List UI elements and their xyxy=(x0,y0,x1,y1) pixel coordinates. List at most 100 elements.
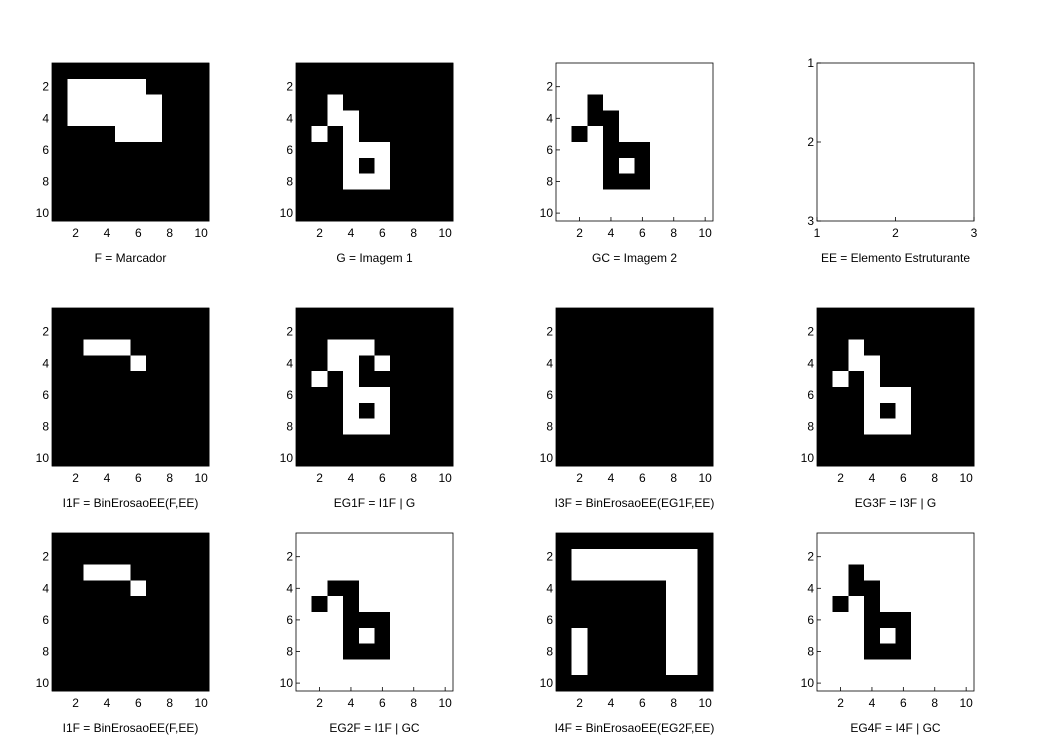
image-pixel xyxy=(634,173,651,190)
image-pixel xyxy=(856,102,936,182)
x-tick-label: 10 xyxy=(698,226,712,240)
image-pixel xyxy=(681,323,698,340)
x-tick-label: 6 xyxy=(639,696,646,710)
image-pixel xyxy=(571,612,588,629)
image-pixel xyxy=(114,371,131,388)
image-pixel xyxy=(958,308,975,325)
image-pixel xyxy=(634,78,651,95)
x-tick-label: 8 xyxy=(670,226,677,240)
image-pixel xyxy=(52,371,69,388)
image-pixel xyxy=(817,564,834,581)
x-tick-label: 10 xyxy=(438,471,452,485)
image-pixel xyxy=(665,659,682,676)
image-pixel xyxy=(634,371,651,388)
image-pixel xyxy=(571,189,588,206)
image-pixel xyxy=(832,580,849,597)
x-tick-label: 10 xyxy=(959,471,973,485)
image-pixel xyxy=(437,157,454,174)
image-pixel xyxy=(911,548,928,565)
image-pixel xyxy=(618,402,635,419)
image-pixel xyxy=(114,205,131,222)
image-pixel xyxy=(650,659,667,676)
y-tick-label: 2 xyxy=(807,135,814,149)
image-pixel xyxy=(879,564,896,581)
image-pixel xyxy=(556,548,573,565)
image-pixel xyxy=(832,548,849,565)
x-tick-label: 6 xyxy=(639,471,646,485)
image-pixel xyxy=(390,189,407,206)
image-pixel xyxy=(130,564,147,581)
image-pixel xyxy=(193,142,210,159)
y-tick-label: 6 xyxy=(546,143,553,157)
image-pixel xyxy=(296,371,313,388)
image-pixel xyxy=(681,533,698,550)
image-pixel xyxy=(343,402,360,419)
image-pixel xyxy=(390,564,407,581)
image-pixel xyxy=(177,643,194,660)
image-pixel xyxy=(437,339,454,356)
image-pixel xyxy=(681,308,698,325)
image-pixel xyxy=(311,126,328,143)
y-tick-label: 3 xyxy=(807,214,814,228)
subplot-title: EG1F = I1F | G xyxy=(334,496,415,510)
image-pixel xyxy=(437,323,454,340)
image-pixel xyxy=(327,659,344,676)
image-pixel xyxy=(193,387,210,404)
image-pixel xyxy=(603,142,620,159)
image-pixel xyxy=(681,63,698,80)
image-pixel xyxy=(832,371,849,388)
x-tick-label: 8 xyxy=(410,471,417,485)
image-pixel xyxy=(146,675,163,692)
image-pixel xyxy=(114,533,131,550)
image-pixel xyxy=(52,612,69,629)
image-pixel xyxy=(665,418,682,435)
image-pixel xyxy=(193,323,210,340)
image-pixel xyxy=(374,110,391,127)
image-pixel xyxy=(665,339,682,356)
axes-frame xyxy=(295,532,454,692)
x-tick-label: 4 xyxy=(608,696,615,710)
image-pixel xyxy=(618,371,635,388)
image-pixel xyxy=(114,173,131,190)
image-pixel xyxy=(327,434,344,451)
image-pixel xyxy=(99,659,116,676)
image-pixel xyxy=(618,643,635,660)
image-pixel xyxy=(83,142,100,159)
image-pixel xyxy=(587,659,604,676)
image-pixel xyxy=(67,110,84,127)
image-pixel xyxy=(848,450,865,467)
image-pixel xyxy=(193,418,210,435)
image-pixel xyxy=(817,434,834,451)
y-tick-label: 2 xyxy=(286,550,293,564)
image-pixel xyxy=(587,548,604,565)
image-pixel xyxy=(99,157,116,174)
image-pixel xyxy=(83,627,100,644)
image-pixel xyxy=(603,402,620,419)
y-tick-label: 6 xyxy=(286,388,293,402)
image-pixel xyxy=(193,157,210,174)
image-pixel xyxy=(67,659,84,676)
image-pixel xyxy=(848,643,865,660)
image-pixel xyxy=(177,339,194,356)
image-pixel xyxy=(681,355,698,372)
image-pixel xyxy=(650,402,667,419)
image-pixel xyxy=(296,157,313,174)
image-pixel xyxy=(650,580,667,597)
y-tick-label: 2 xyxy=(42,80,49,94)
image-pixel xyxy=(327,596,344,613)
image-pixel xyxy=(587,450,604,467)
image-pixel xyxy=(83,323,100,340)
image-pixel xyxy=(634,205,651,222)
image-pixel xyxy=(130,450,147,467)
image-pixel xyxy=(634,659,651,676)
image-pixel xyxy=(327,675,344,692)
image-pixel xyxy=(193,371,210,388)
image-pixel xyxy=(67,78,84,95)
subplot-panel: 2 4 6 8 10 2 4 6 8 10 EG3F = I3F | G xyxy=(801,307,975,510)
image-pixel xyxy=(114,675,131,692)
image-pixel xyxy=(374,63,391,80)
image-pixel xyxy=(958,371,975,388)
image-pixel xyxy=(421,110,438,127)
image-pixel xyxy=(681,371,698,388)
image-pixel xyxy=(52,189,69,206)
